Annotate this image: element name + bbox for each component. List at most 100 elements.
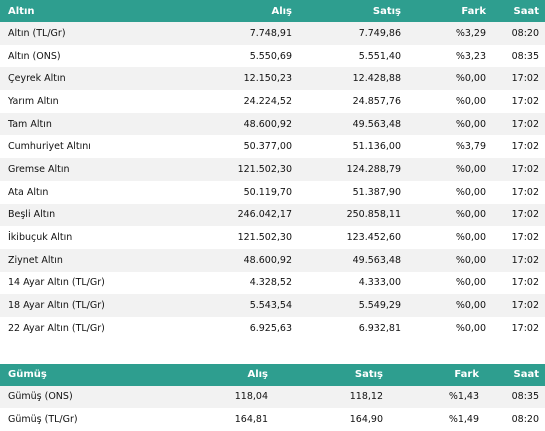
sell-price: 24.857,76: [292, 90, 401, 113]
buy-price: 7.748,91: [118, 22, 292, 45]
instrument-name: Gümüş (TL/Gr): [0, 408, 118, 431]
change-percent: %0,00: [401, 271, 486, 295]
change-percent: %0,00: [401, 248, 486, 272]
update-time: 17:02: [486, 158, 545, 181]
change-percent: %3,23: [401, 44, 486, 68]
change-percent: %0,00: [401, 203, 486, 227]
buy-price: 5.550,69: [118, 44, 292, 68]
sell-price: 4.333,00: [292, 271, 401, 295]
header-time: Saat: [486, 0, 545, 22]
buy-price: 4.328,52: [118, 271, 292, 295]
buy-price: 6.925,63: [118, 316, 292, 340]
buy-price: 164,81: [118, 408, 268, 431]
buy-price: 48.600,92: [118, 112, 292, 136]
instrument-name: Gümüş (ONS): [0, 385, 118, 409]
change-percent: %0,00: [401, 158, 486, 181]
change-percent: %1,43: [383, 385, 479, 409]
instrument-name: 14 Ayar Altın (TL/Gr): [0, 271, 118, 295]
table-row[interactable]: Altın (ONS) 5.550,69 5.551,40 %3,23 08:35: [0, 44, 545, 68]
buy-price: 5.543,54: [118, 294, 292, 317]
gold-table-header: Altın Alış Satış Fark Saat: [0, 0, 545, 22]
table-row[interactable]: Çeyrek Altın 12.150,23 12.428,88 %0,00 17:02: [0, 67, 545, 91]
sell-price: 7.749,86: [292, 22, 401, 45]
instrument-name: 18 Ayar Altın (TL/Gr): [0, 294, 118, 317]
instrument-name: Altın (TL/Gr): [0, 22, 118, 45]
change-percent: %0,00: [401, 294, 486, 317]
update-time: 17:02: [486, 67, 545, 91]
table-row[interactable]: Ata Altın 50.119,70 51.387,90 %0,00 17:02: [0, 180, 545, 204]
header-buy: Alış: [118, 0, 292, 22]
update-time: 17:02: [486, 226, 545, 249]
update-time: 08:20: [486, 22, 545, 45]
update-time: 17:02: [486, 316, 545, 340]
header-buy: Alış: [118, 363, 268, 386]
table-row[interactable]: Cumhuriyet Altını 50.377,00 51.136,00 %3,79…: [0, 135, 545, 159]
table-row[interactable]: Gremse Altın 121.502,30 124.288,79 %0,00 17:…: [0, 158, 545, 181]
table-row[interactable]: İkibuçuk Altın 121.502,30 123.452,60 %0,00 1…: [0, 226, 545, 249]
change-percent: %3,79: [401, 135, 486, 159]
change-percent: %0,00: [401, 180, 486, 204]
buy-price: 121.502,30: [118, 158, 292, 181]
sell-price: 51.387,90: [292, 180, 401, 204]
gold-price-table: Altın Alış Satış Fark Saat Altın (TL/Gr)…: [0, 0, 545, 340]
table-row[interactable]: Gümüş (TL/Gr) 164,81 164,90 %1,49 08:20: [0, 408, 545, 431]
instrument-name: Tam Altın: [0, 112, 118, 136]
sell-price: 49.563,48: [292, 112, 401, 136]
sell-price: 118,12: [268, 385, 383, 409]
table-row[interactable]: Tam Altın 48.600,92 49.563,48 %0,00 17:02: [0, 112, 545, 136]
change-percent: %0,00: [401, 67, 486, 91]
buy-price: 24.224,52: [118, 90, 292, 113]
header-change: Fark: [383, 363, 479, 386]
header-name: Gümüş: [0, 363, 118, 386]
update-time: 17:02: [486, 294, 545, 317]
update-time: 17:02: [486, 271, 545, 295]
sell-price: 12.428,88: [292, 67, 401, 91]
section-gap: [0, 340, 545, 364]
sell-price: 49.563,48: [292, 248, 401, 272]
buy-price: 118,04: [118, 385, 268, 409]
instrument-name: Ziynet Altın: [0, 248, 118, 272]
update-time: 17:02: [486, 112, 545, 136]
header-name: Altın: [0, 0, 118, 22]
header-change: Fark: [401, 0, 486, 22]
change-percent: %1,49: [383, 408, 479, 431]
header-sell: Satış: [292, 0, 401, 22]
table-row[interactable]: 18 Ayar Altın (TL/Gr) 5.543,54 5.549,29 %0,…: [0, 294, 545, 317]
buy-price: 246.042,17: [118, 203, 292, 227]
silver-table-header: Gümüş Alış Satış Fark Saat: [0, 363, 545, 386]
sell-price: 5.551,40: [292, 44, 401, 68]
buy-price: 50.377,00: [118, 135, 292, 159]
sell-price: 6.932,81: [292, 316, 401, 340]
change-percent: %0,00: [401, 90, 486, 113]
change-percent: %0,00: [401, 226, 486, 249]
table-row[interactable]: Gümüş (ONS) 118,04 118,12 %1,43 08:35: [0, 385, 545, 409]
buy-price: 121.502,30: [118, 226, 292, 249]
change-percent: %0,00: [401, 316, 486, 340]
table-row[interactable]: Altın (TL/Gr) 7.748,91 7.749,86 %3,29 08:20: [0, 22, 545, 45]
table-row[interactable]: 22 Ayar Altın (TL/Gr) 6.925,63 6.932,81 %0,…: [0, 316, 545, 340]
buy-price: 50.119,70: [118, 180, 292, 204]
update-time: 17:02: [486, 90, 545, 113]
update-time: 08:20: [479, 408, 545, 431]
update-time: 08:35: [486, 44, 545, 68]
change-percent: %0,00: [401, 112, 486, 136]
table-row[interactable]: Yarım Altın 24.224,52 24.857,76 %0,00 17:02: [0, 90, 545, 113]
header-time: Saat: [479, 363, 545, 386]
update-time: 17:02: [486, 248, 545, 272]
table-row[interactable]: Ziynet Altın 48.600,92 49.563,48 %0,00 17:02: [0, 248, 545, 272]
instrument-name: Gremse Altın: [0, 158, 118, 181]
sell-price: 124.288,79: [292, 158, 401, 181]
silver-price-table: Gümüş Alış Satış Fark Saat Gümüş (ONS) 11…: [0, 363, 545, 431]
table-row[interactable]: 14 Ayar Altın (TL/Gr) 4.328,52 4.333,00 %0,…: [0, 271, 545, 295]
table-row[interactable]: Beşli Altın 246.042,17 250.858,11 %0,00 17:0…: [0, 203, 545, 227]
sell-price: 51.136,00: [292, 135, 401, 159]
header-sell: Satış: [268, 363, 383, 386]
update-time: 08:35: [479, 385, 545, 409]
sell-price: 123.452,60: [292, 226, 401, 249]
instrument-name: Cumhuriyet Altını: [0, 135, 118, 159]
instrument-name: 22 Ayar Altın (TL/Gr): [0, 316, 118, 340]
sell-price: 164,90: [268, 408, 383, 431]
buy-price: 48.600,92: [118, 248, 292, 272]
instrument-name: Altın (ONS): [0, 44, 118, 68]
instrument-name: Yarım Altın: [0, 90, 118, 113]
